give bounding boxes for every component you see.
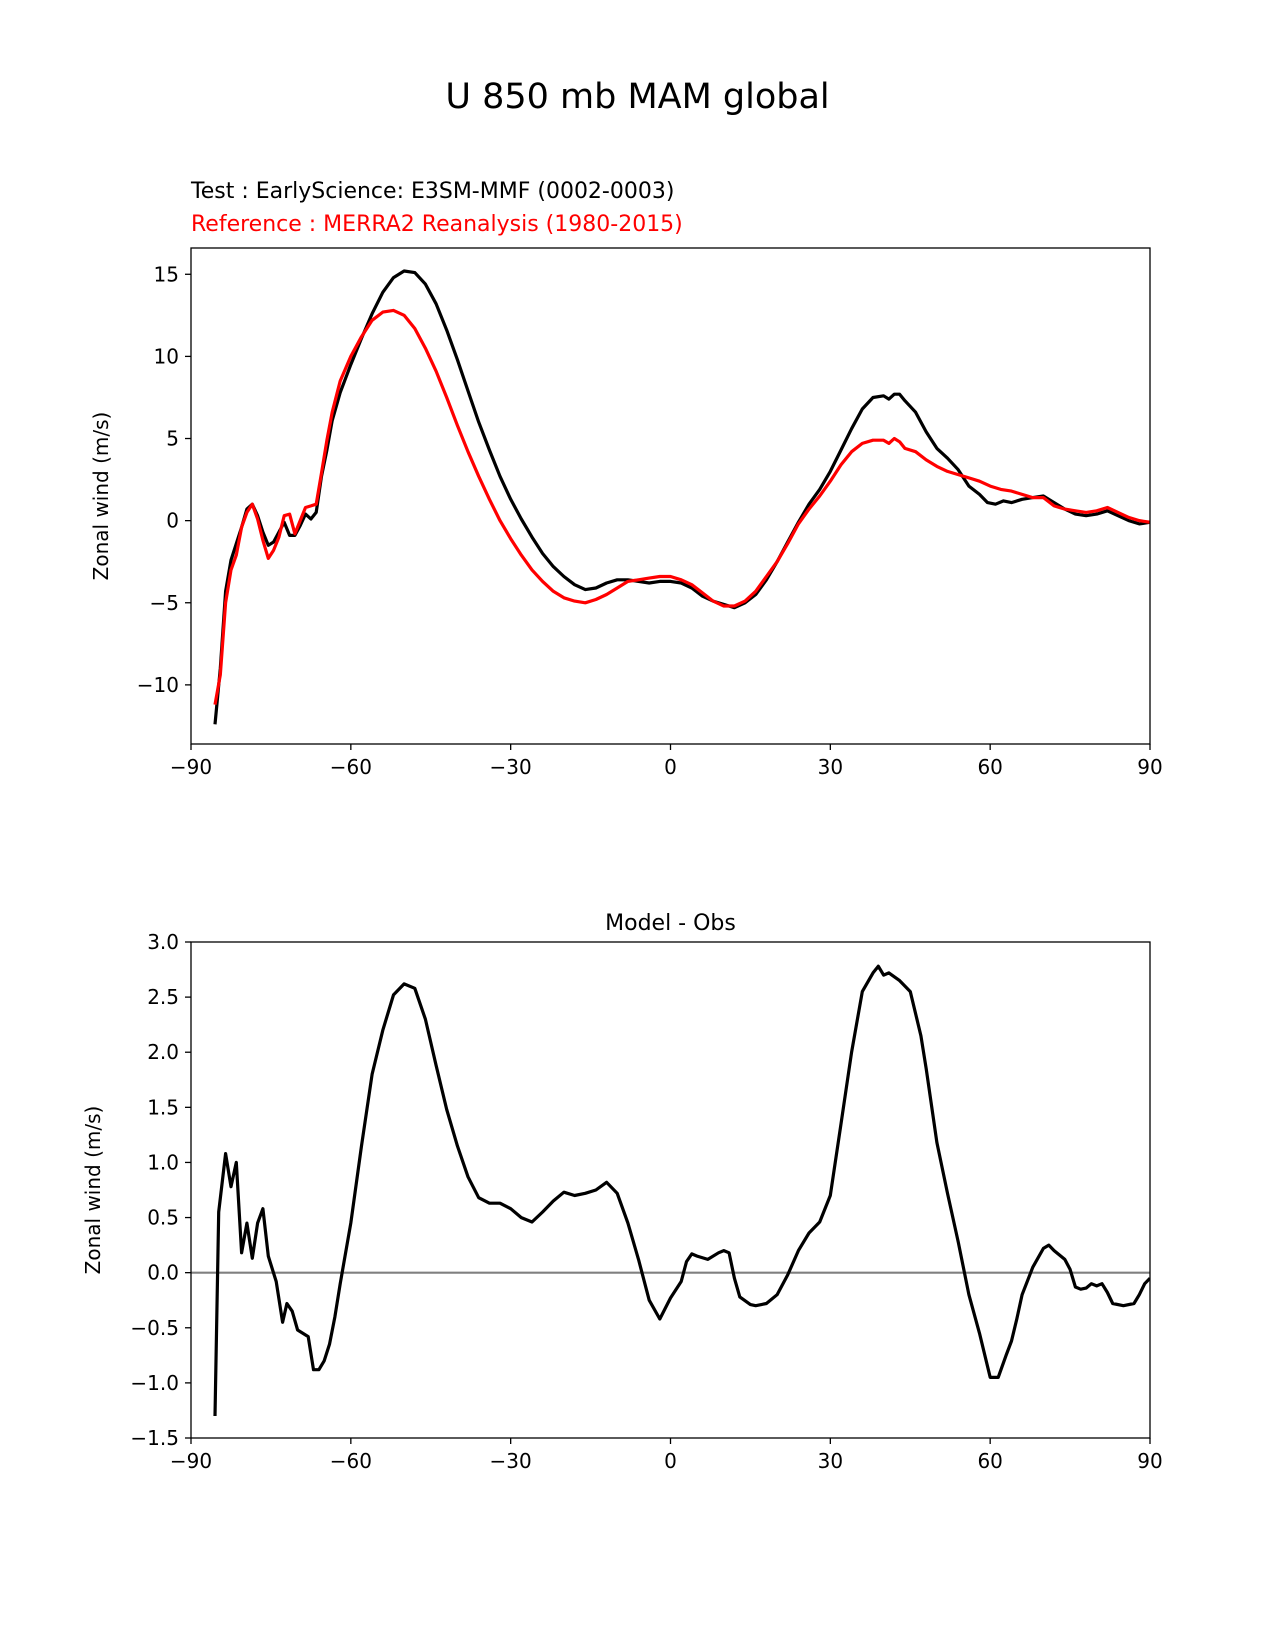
top-y-tick-label: −10 bbox=[137, 673, 179, 697]
bottom-panel-title: Model - Obs bbox=[605, 911, 736, 936]
bottom-y-tick-label: 2.0 bbox=[147, 1040, 179, 1064]
bottom-y-tick-label: 1.5 bbox=[147, 1095, 179, 1119]
bottom-y-tick-label: 2.5 bbox=[147, 985, 179, 1009]
top-x-tick-label: 60 bbox=[977, 755, 1002, 779]
bottom-x-tick-label: −30 bbox=[490, 1449, 532, 1473]
top-x-tick-label: −90 bbox=[170, 755, 212, 779]
top-y-tick-label: 15 bbox=[154, 262, 179, 286]
bottom-x-tick-label: 60 bbox=[977, 1449, 1002, 1473]
bottom-y-tick-label: −0.5 bbox=[130, 1316, 179, 1340]
top-x-tick-label: −60 bbox=[330, 755, 372, 779]
bottom-axes-frame bbox=[190, 941, 1151, 1439]
top-y-tick-label: 10 bbox=[154, 344, 179, 368]
bottom-y-tick-label: 3.0 bbox=[147, 930, 179, 954]
figure-title: U 850 mb MAM global bbox=[445, 77, 829, 117]
bottom-panel: −90 −60 −30 0 30 60 90 −1.5 −1.0 −0.5 0.0 0.5 1.0 1.5… bbox=[81, 911, 1163, 1473]
top-y-tick-label: −5 bbox=[150, 591, 179, 615]
top-y-axis-label: Zonal wind (m/s) bbox=[89, 412, 113, 581]
top-x-tick-label: −30 bbox=[490, 755, 532, 779]
test-dataset-label: Test : EarlyScience: E3SM-MMF (0002-0003… bbox=[190, 179, 674, 204]
bottom-y-tick-label: 1.0 bbox=[147, 1150, 179, 1174]
bottom-y-tick-label: −1.0 bbox=[130, 1371, 179, 1395]
bottom-y-tick-label: −1.5 bbox=[130, 1426, 179, 1450]
top-series-test-line bbox=[213, 269, 1150, 725]
bottom-y-axis-label: Zonal wind (m/s) bbox=[81, 1106, 105, 1275]
top-panel: −90 −60 −30 0 30 60 90 −10 −5 0 5 10 15 Zonal wind (m… bbox=[89, 179, 1163, 779]
top-series-reference-line bbox=[213, 308, 1150, 705]
top-x-tick-label: 90 bbox=[1137, 755, 1162, 779]
bottom-y-tick-label: 0.0 bbox=[147, 1261, 179, 1285]
top-axes-frame bbox=[190, 247, 1151, 745]
bottom-x-tick-label: 0 bbox=[664, 1449, 677, 1473]
bottom-x-tick-label: 30 bbox=[818, 1449, 843, 1473]
bottom-y-tick-label: 0.5 bbox=[147, 1206, 179, 1230]
bottom-x-tick-label: 90 bbox=[1137, 1449, 1162, 1473]
bottom-x-tick-label: −90 bbox=[170, 1449, 212, 1473]
bottom-x-tick-label: −60 bbox=[330, 1449, 372, 1473]
top-x-tick-label: 30 bbox=[818, 755, 843, 779]
top-x-tick-label: 0 bbox=[664, 755, 677, 779]
reference-dataset-label: Reference : MERRA2 Reanalysis (1980-2015… bbox=[191, 212, 683, 237]
top-y-tick-label: 5 bbox=[166, 427, 179, 451]
top-y-tick-label: 0 bbox=[166, 509, 179, 533]
bottom-series-difference-line bbox=[213, 964, 1150, 1417]
